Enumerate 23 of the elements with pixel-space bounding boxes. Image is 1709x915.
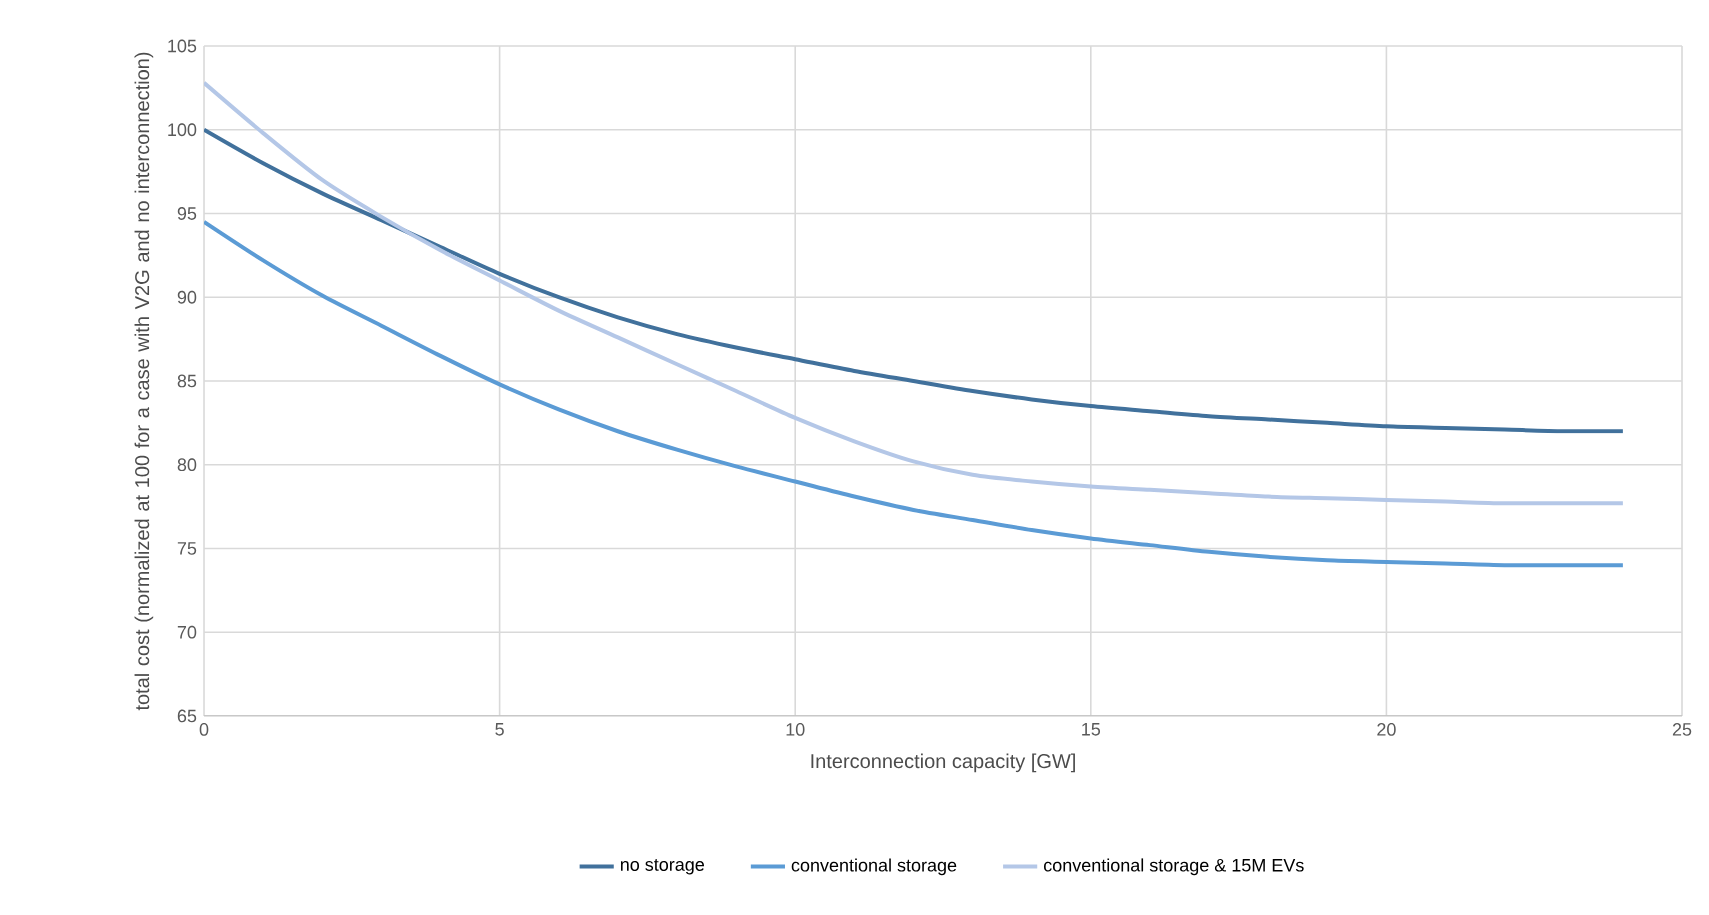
x-tick-label: 25 [1672,723,1692,736]
y-tick-label: 105 [168,39,197,53]
legend-label: no storage [620,859,705,875]
x-tick-label: 5 [495,723,504,736]
line-series [204,127,1625,434]
y-tick-label: 75 [177,542,197,555]
x-axis-title: Interconnection capacity [GW] [811,753,1075,773]
y-axis-title: total cost (normalized at 100 for a case with V2G and no interconnection) [134,52,154,711]
x-tick-label: 0 [199,723,209,736]
x-tick-label: 10 [786,723,805,736]
y-tick-label: 70 [177,625,197,639]
line-series [204,80,1625,506]
x-tick-label: 20 [1377,723,1396,736]
legend-label: conventional storage & 15M EVs [1043,858,1304,876]
legend-label: conventional storage [791,858,957,876]
y-tick-label: 65 [177,709,197,723]
y-tick-label: 80 [177,458,197,472]
y-tick-label: 95 [177,207,197,220]
line-series [204,219,1625,568]
x-tick-label: 15 [1082,723,1101,736]
y-tick-label: 85 [177,374,197,388]
y-tick-label: 100 [168,123,197,137]
y-tick-label: 90 [177,290,197,304]
